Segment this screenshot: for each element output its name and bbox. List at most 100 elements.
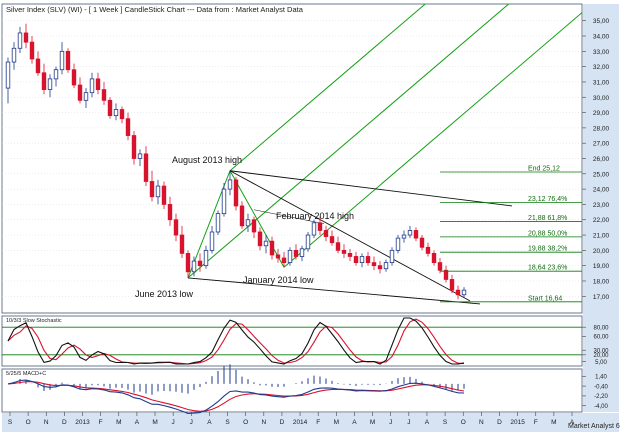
candle-body [437,262,443,271]
candle [413,227,419,242]
x-tick-label: M [370,419,375,426]
candle-body [101,89,107,101]
candle [365,251,371,266]
x-tick-label: A [207,419,212,426]
y-tick-label: 25,00 [593,171,610,178]
candle-body [251,219,257,233]
candle-body [431,253,437,264]
x-tick-label: 2014 [293,419,308,426]
y-tick-label: 33,00 [593,49,610,56]
candle-body [407,230,413,236]
candle-body [275,254,281,259]
candle [11,42,17,70]
candle [341,244,347,259]
candle [275,248,281,263]
candle-body [155,185,161,198]
candle [119,106,125,124]
candle [173,213,179,242]
candle-body [173,219,179,236]
pitchfork-lower-line [283,11,582,268]
x-tick-label: N [261,419,266,426]
candle-body [413,230,419,239]
candle-body [371,262,377,267]
candle [71,63,77,89]
candle [89,72,95,98]
candle [101,81,107,105]
y-tick-label: 31,00 [593,79,610,86]
x-tick-label: J [172,419,175,426]
candle-body [365,256,371,264]
candle [323,225,329,242]
x-tick-label: M [551,419,556,426]
y-tick-label: 28,00 [593,125,610,132]
candle-body [389,249,395,264]
x-tick-label: 2015 [510,419,525,426]
candle-body [161,185,167,205]
candle [305,231,311,252]
candle [269,236,275,260]
candle-body [17,32,23,49]
candle [401,230,407,243]
candle [455,285,461,300]
candle [221,182,227,217]
candle-body [227,179,233,190]
candle [419,235,425,251]
candle-body [281,257,287,264]
candle [371,256,377,271]
candle-body [347,253,353,257]
candle-body [137,153,143,159]
y-tick-label: 22,00 [593,217,610,224]
candle-body [167,204,173,221]
x-tick-label: M [116,419,121,426]
x-tick-label: N [479,419,484,426]
x-tick-label: D [280,419,285,426]
candle-body [119,109,125,120]
candle-body [53,69,59,80]
x-tick-label: D [62,419,67,426]
candle-body [59,50,65,71]
candle-body [293,249,299,257]
y-tick-label: 23,00 [593,202,610,209]
y-tick-label: 27,00 [593,141,610,148]
stochastic-k-line [7,317,465,365]
candle-body [179,234,185,254]
candle-body [257,231,263,247]
candle-body [443,269,449,280]
annotation-august-high: August 2013 high [172,155,242,165]
candle [425,242,431,257]
x-tick-label: J [190,419,193,426]
candle-body [359,256,365,264]
stochastic-label: 10/3/3 Slow Stochastic [6,318,62,324]
candle [245,213,251,232]
candle [359,253,365,268]
macd-tick-label: -2,20 [594,394,608,400]
x-tick-label: F [99,419,103,426]
candle [329,230,335,246]
candle [299,245,305,262]
candle [239,201,245,229]
stochastic-tick-label: 80,00 [593,326,609,332]
candle [449,274,455,294]
candle-body [395,237,401,251]
fib-level-label: 18,64 23,6% [528,265,567,272]
candle [149,170,155,202]
x-tick-label: A [425,419,430,426]
candle [263,235,269,254]
y-tick-label: 20,00 [593,248,610,255]
x-axis-background [2,413,619,432]
x-tick-label: F [534,419,538,426]
fib-level-label: End 25,12 [528,165,560,172]
candle-body [461,289,467,296]
candle [179,225,185,259]
candle [209,225,215,254]
candle-body [215,213,221,233]
candle [461,287,467,298]
candle-body [41,72,47,91]
candle-body [263,240,269,247]
stochastic-d-line [7,318,465,365]
x-tick-label: 2013 [75,419,90,426]
candle-body [419,237,425,248]
candle-body [449,279,455,291]
y-tick-label: 26,00 [593,156,610,163]
